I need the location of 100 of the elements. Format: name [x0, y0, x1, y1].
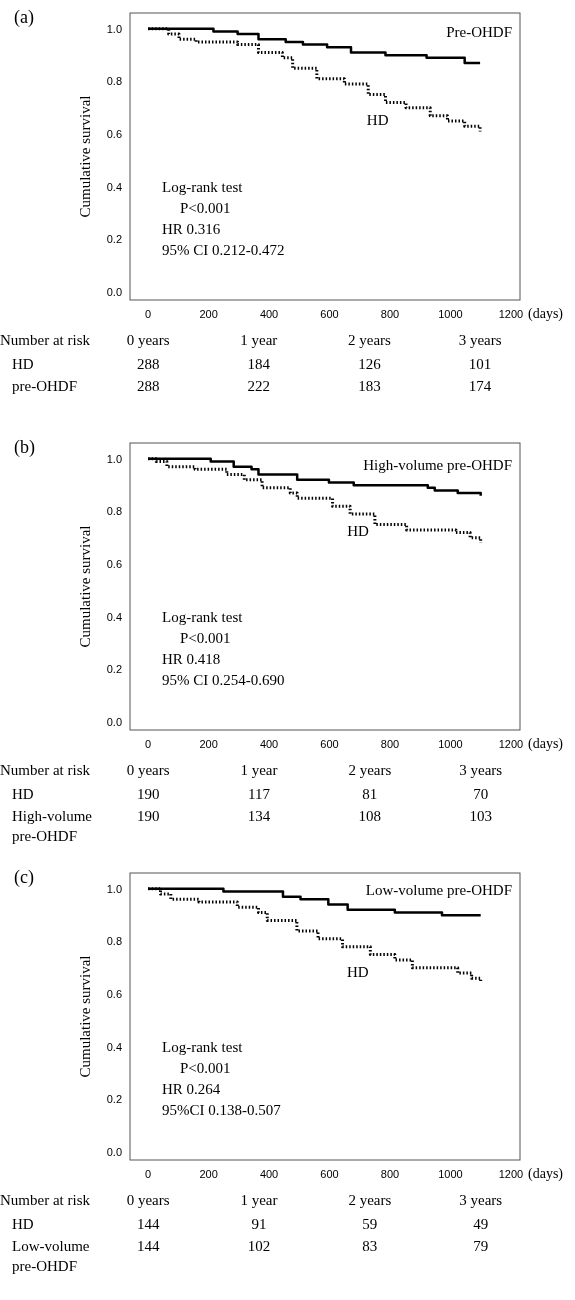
series-label: High-volume pre-OHDF: [363, 456, 512, 473]
x-tick-label: 1200: [498, 1168, 524, 1180]
text: Number at risk: [0, 1192, 91, 1208]
annotation: HR 0.316: [162, 221, 221, 238]
x-tick-label: 600: [320, 738, 339, 750]
y-tick-label: 0.0: [106, 715, 122, 728]
y-tick-label: 0.8: [106, 505, 122, 518]
series-label: HD: [366, 111, 389, 128]
text: pre-OHDF: [12, 378, 77, 394]
series-label: HD: [346, 963, 369, 980]
y-tick-label: 1.0: [106, 22, 122, 35]
text: 0 years: [126, 762, 170, 778]
x-tick-label: 0: [145, 1168, 152, 1180]
text: 3 years: [458, 332, 502, 348]
x-tick-label: 1000: [438, 738, 463, 750]
y-tick-label: 0.2: [106, 1093, 122, 1106]
text: HD: [12, 356, 34, 372]
y-tick-label: 0.6: [106, 987, 122, 1000]
text: 117: [248, 786, 271, 802]
annotation: P<0.001: [180, 200, 231, 217]
text: 126: [358, 356, 382, 372]
text: 3 years: [459, 1192, 503, 1208]
text: 1 year: [240, 1192, 278, 1208]
text: 91: [251, 1216, 267, 1232]
x-tick-label: 200: [199, 1168, 218, 1180]
y-axis-title: Cumulative survival: [77, 955, 93, 1078]
text: 174: [468, 378, 492, 394]
annotation: Log-rank test: [162, 609, 244, 626]
text: 144: [136, 1216, 160, 1232]
text: 70: [473, 786, 489, 802]
y-axis-title: Cumulative survival: [77, 95, 93, 218]
series-label: Pre-OHDF: [446, 24, 512, 41]
x-tick-label: 600: [320, 308, 339, 320]
annotation: 95%CI 0.138-0.507: [162, 1102, 282, 1119]
text: 79: [473, 1238, 489, 1254]
annotation: HR 0.264: [162, 1081, 221, 1098]
y-tick-label: 0.6: [106, 557, 122, 570]
text: 81: [362, 786, 378, 802]
text: 2 years: [348, 1192, 392, 1208]
x-tick-label: 0: [145, 308, 152, 320]
text: 0 years: [126, 332, 170, 348]
x-axis-title: (days): [528, 736, 564, 752]
text: 103: [469, 808, 492, 824]
x-axis-title: (days): [528, 1166, 564, 1182]
text: 101: [468, 356, 492, 372]
series-label: Low-volume pre-OHDF: [365, 881, 512, 898]
x-tick-label: 200: [199, 308, 218, 320]
text: HD: [12, 786, 34, 802]
text: 2 years: [348, 762, 392, 778]
text: 184: [247, 356, 271, 372]
y-tick-label: 0.2: [106, 233, 122, 246]
y-tick-label: 0.8: [106, 75, 122, 88]
text: 222: [247, 378, 271, 394]
y-tick-label: 0.8: [106, 935, 122, 948]
text: 102: [247, 1238, 271, 1254]
x-tick-label: 400: [259, 1168, 279, 1180]
x-tick-label: 200: [199, 738, 218, 750]
annotation: HR 0.418: [162, 651, 221, 668]
annotation: P<0.001: [180, 1060, 231, 1077]
x-tick-label: 1200: [498, 308, 524, 320]
chart-title: (c): [14, 867, 34, 888]
y-tick-label: 0.2: [106, 663, 122, 676]
y-tick-label: 1.0: [106, 882, 122, 895]
annotation: P<0.001: [180, 630, 231, 647]
x-tick-label: 800: [380, 308, 400, 320]
x-tick-label: 600: [320, 1168, 339, 1180]
text: 1 year: [240, 762, 278, 778]
text: Number at risk: [0, 762, 91, 778]
chart-title: (a): [14, 7, 34, 28]
y-tick-label: 1.0: [106, 452, 122, 465]
series-label: HD: [347, 523, 370, 540]
annotation: Log-rank test: [162, 179, 244, 196]
annotation: Log-rank test: [162, 1039, 244, 1056]
y-axis-title: Cumulative survival: [77, 525, 93, 648]
x-tick-label: 1200: [498, 738, 524, 750]
text: 190: [136, 786, 160, 802]
text: Low-volume pre-OHDF: [12, 1238, 90, 1274]
text: 288: [136, 356, 160, 372]
text: 2 years: [347, 332, 392, 348]
text: 1 year: [240, 332, 278, 348]
text: 288: [136, 378, 160, 394]
y-tick-label: 0.4: [106, 1040, 122, 1053]
y-tick-label: 0.6: [106, 127, 122, 140]
text: 3 years: [459, 762, 503, 778]
x-tick-label: 800: [380, 738, 400, 750]
text: 59: [362, 1216, 378, 1232]
text: 190: [136, 808, 160, 824]
x-axis-title: (days): [528, 306, 564, 322]
x-tick-label: 400: [259, 308, 279, 320]
y-tick-label: 0.4: [106, 180, 122, 193]
text: 0 years: [126, 1192, 170, 1208]
chart-title: (b): [14, 437, 35, 458]
text: 183: [358, 378, 381, 394]
x-tick-label: 400: [259, 738, 279, 750]
x-tick-label: 0: [145, 738, 152, 750]
text: 144: [136, 1238, 160, 1254]
text: HD: [12, 1216, 34, 1232]
x-tick-label: 1000: [438, 308, 463, 320]
text: 49: [473, 1216, 489, 1232]
text: 108: [358, 808, 382, 824]
